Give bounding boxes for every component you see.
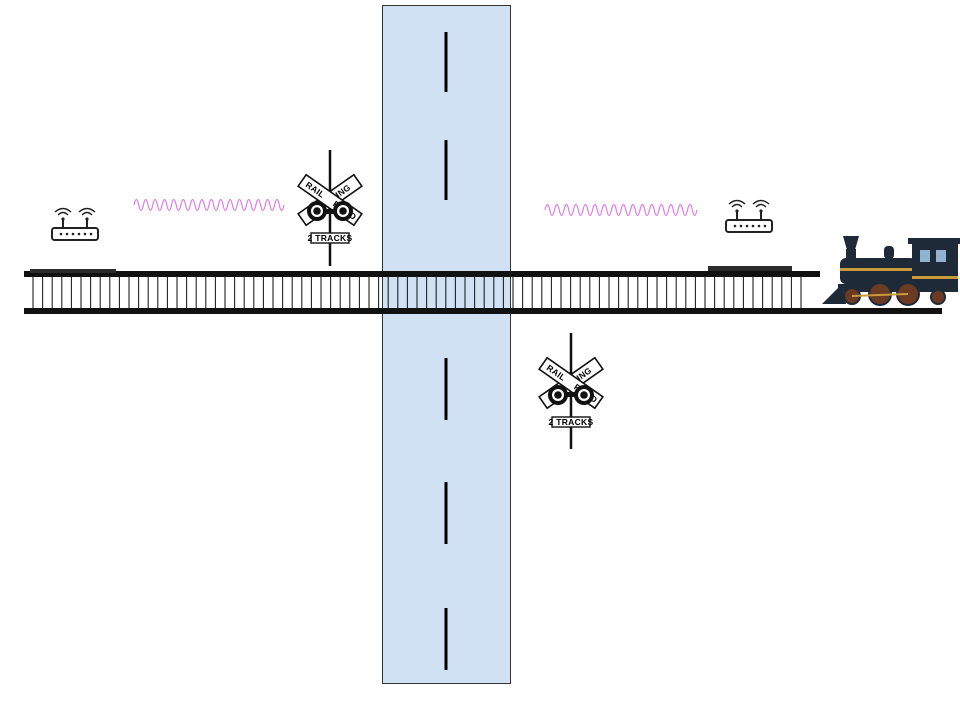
railroad-crossing-sign-icon: CROSSING RAIL ROAD 2 TRACKS [538, 333, 604, 449]
steam-locomotive-icon [822, 236, 960, 306]
road-surface [382, 5, 511, 684]
signal-wave-icon [544, 203, 698, 217]
track-sensor-pad [708, 266, 792, 271]
signal-wave-icon [133, 198, 285, 212]
track-ties [32, 275, 802, 310]
crossing-sign-plate: 2 TRACKS [549, 417, 594, 427]
railroad-track [24, 266, 942, 314]
track-sensor-pad-left [30, 269, 116, 273]
railroad-crossing-sign-icon: CROSSING RAIL ROAD 2 TRACKS [297, 150, 363, 266]
wifi-router-icon [725, 199, 773, 233]
wifi-router-icon [51, 207, 99, 241]
road [382, 5, 511, 684]
crossing-sign-plate: 2 TRACKS [308, 233, 353, 243]
